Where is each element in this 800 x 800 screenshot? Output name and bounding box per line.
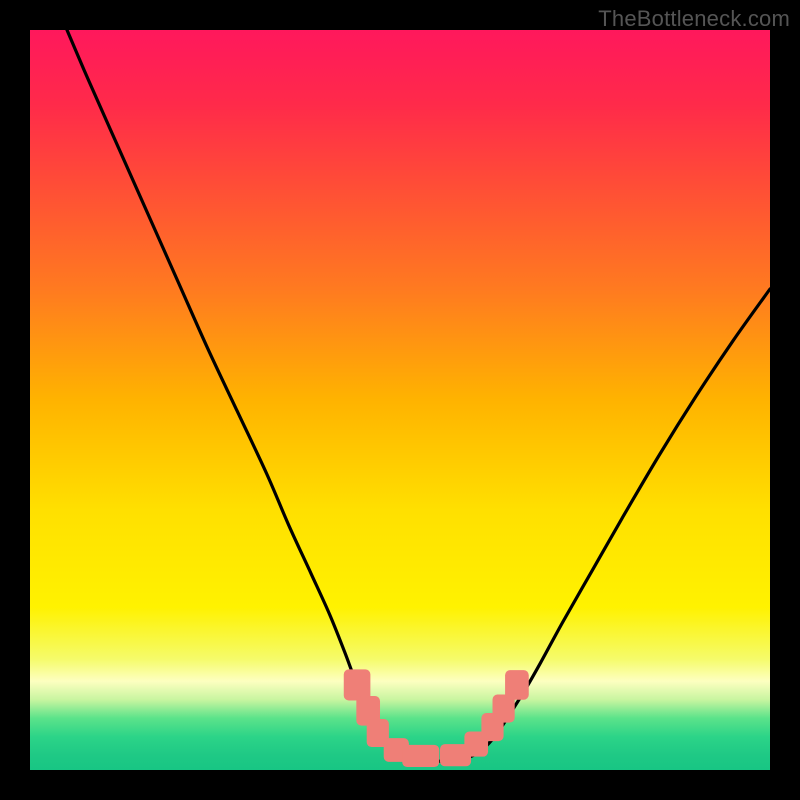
- chart-container: TheBottleneck.com: [0, 0, 800, 800]
- plot-gradient-area: [30, 30, 770, 770]
- curve-marker: [402, 745, 439, 767]
- bottleneck-curve-chart: [0, 0, 800, 800]
- curve-marker: [344, 669, 371, 700]
- curve-marker: [505, 670, 529, 700]
- watermark-text: TheBottleneck.com: [598, 6, 790, 32]
